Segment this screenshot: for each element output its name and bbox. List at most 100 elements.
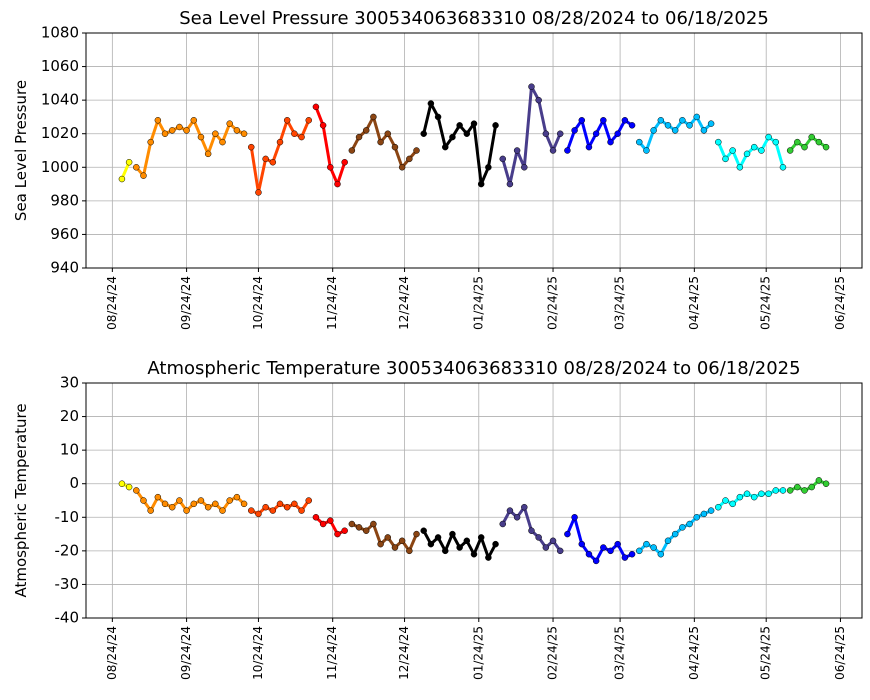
data-point [298,133,305,141]
data-point [750,143,758,151]
data-point [190,117,198,124]
data-point [736,493,744,501]
data-point [636,138,643,146]
data-point [248,507,255,514]
data-point [822,480,830,487]
data-point [585,143,593,151]
y-tick-label: -20 [55,541,80,559]
x-tick-label: 04/24/25 [687,276,701,330]
x-tick-label: 03/24/25 [613,626,627,680]
data-point [442,143,449,151]
data-point [348,147,356,154]
data-point [578,540,586,548]
data-point [212,500,219,508]
data-point [168,503,176,511]
plot-frame [85,382,863,619]
data-point [190,500,198,508]
data-point [765,490,772,498]
data-point [758,147,765,154]
x-tick-label: 09/24/24 [179,626,193,680]
series-trace [135,489,246,513]
series-trace [501,85,562,186]
data-point [355,133,363,141]
data-point [370,520,377,528]
data-point [499,155,506,163]
data-point [772,487,780,494]
data-point [485,164,492,171]
y-tick-label: 10 [60,441,79,459]
plot-frame [85,32,863,269]
data-point [283,503,291,511]
x-tick-label: 05/24/25 [759,626,773,680]
data-point [312,103,320,111]
data-point [341,159,348,166]
data-point [233,493,241,501]
data-point [607,547,614,555]
data-point [183,507,190,514]
series-trace [716,135,785,169]
data-point [477,180,485,188]
data-point [204,503,212,511]
data-point [556,547,564,555]
data-point [779,164,787,171]
data-point [521,164,528,171]
data-point [377,540,384,548]
data-point [571,514,578,521]
data-point [226,120,233,127]
data-point [427,540,435,548]
x-tick-label: 10/24/24 [251,276,265,330]
data-point [305,497,312,504]
data-point [398,164,406,171]
y-tick-label: 30 [60,374,79,392]
data-point [743,150,751,158]
series-trace [422,102,498,186]
y-tick-label: 20 [60,407,79,425]
data-point [535,534,542,541]
data-point [269,507,277,514]
x-tick-label: 12/24/24 [397,276,411,330]
data-point [298,507,305,514]
data-point [384,534,392,541]
data-point [779,487,787,494]
data-point [413,147,420,154]
data-point [140,172,147,179]
data-point [133,487,140,494]
data-point [614,540,621,548]
data-point [585,550,593,558]
data-point [262,155,269,163]
data-point [341,527,348,534]
data-point [262,503,269,511]
data-point [176,497,183,504]
data-point [643,147,650,154]
data-point [614,130,621,137]
data-point [240,130,248,137]
series-trace [351,522,418,553]
x-tick-label: 11/24/24 [325,626,339,680]
data-point [564,530,571,538]
data-point [434,113,442,121]
data-point [442,547,449,555]
x-tick-label: 04/24/25 [687,626,701,680]
x-tick-label: 05/24/25 [759,276,773,330]
data-point [693,113,700,121]
data-point [255,189,262,196]
data-point [176,123,183,131]
data-point [168,127,176,134]
data-point [197,133,205,141]
x-tick-label: 02/24/25 [546,626,560,680]
data-point [542,544,550,551]
data-point [283,117,291,124]
data-point [564,147,571,154]
x-tick-label: 02/24/25 [546,276,560,330]
data-point [219,507,226,514]
data-point [786,487,794,494]
y-axis-label: Sea Level Pressure [12,80,30,221]
data-point [276,500,284,508]
data-point [470,120,478,127]
data-point [334,530,341,538]
data-point [758,490,765,498]
data-point [391,544,399,551]
data-point [736,164,744,171]
data-point [226,497,233,504]
data-point [794,138,801,146]
